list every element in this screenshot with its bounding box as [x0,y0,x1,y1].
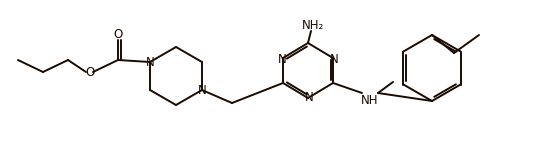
Text: O: O [85,66,95,78]
Text: N: N [278,52,286,66]
Text: NH: NH [361,93,379,106]
Text: N: N [330,52,338,66]
Text: N: N [146,56,155,69]
Text: NH₂: NH₂ [302,19,324,31]
Text: N: N [198,83,207,96]
Text: N: N [305,91,314,103]
Text: O: O [113,27,123,41]
